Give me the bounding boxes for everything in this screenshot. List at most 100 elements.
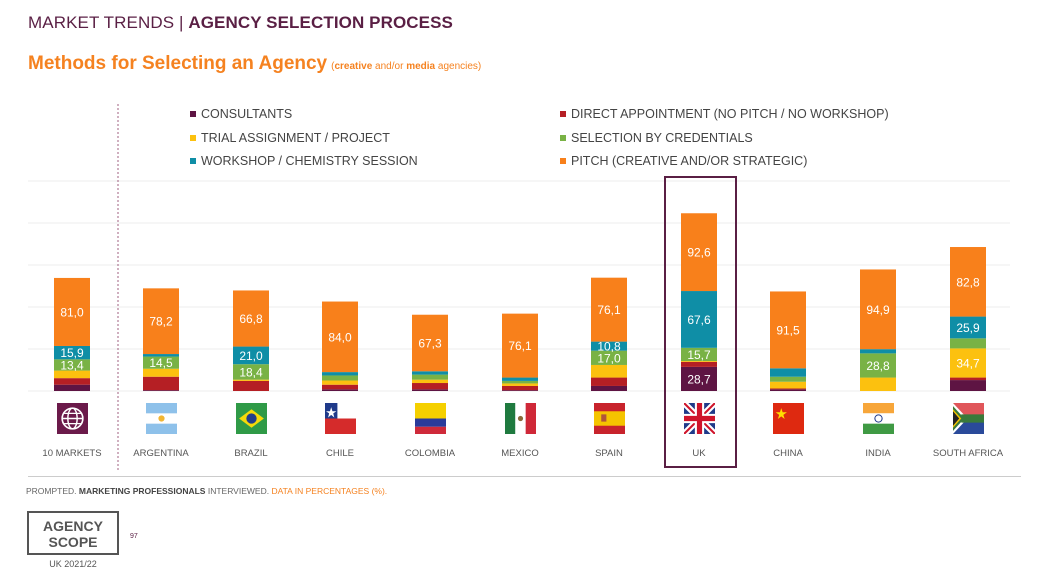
x-label: 10 MARKETS [42,448,102,459]
bar-segment-workshop [770,368,806,377]
subtitle-part: and/or [372,61,407,72]
x-label: UK [692,448,706,459]
bar-segment-credentials [143,356,179,369]
data-label: 67,3 [418,336,442,350]
x-label: MEXICO [501,448,539,459]
bar-segment-trial [233,379,269,381]
flag-argentina-icon [146,403,177,434]
legend-label: PITCH (CREATIVE AND/OR STRATEGIC) [571,154,808,168]
legend-item-pitch: PITCH (CREATIVE AND/OR STRATEGIC) [560,154,807,168]
bar-segment-trial [54,370,90,379]
flag-india-icon [863,403,894,434]
bar-segment-consultants [143,390,179,391]
bar-segment-trial [143,368,179,377]
bar-segment-consultants [502,390,538,391]
data-label: 67,6 [687,313,711,327]
legend-swatch [560,111,566,117]
legend-item-direct: DIRECT APPOINTMENT (NO PITCH / NO WORKSH… [560,107,889,121]
page-number: 97 [130,533,138,540]
x-label: CHINA [773,448,803,459]
bar-segment-pitch [860,269,896,350]
data-label: 28,8 [866,359,890,373]
logo-line: AGENCY [43,518,103,534]
bar-segment-credentials [502,380,538,384]
highlight-box-uk [664,176,737,468]
bar-segment-trial [322,380,358,385]
subtitle-part: creative [334,61,373,72]
footnote-part: PROMPTED. [26,486,79,496]
footnote: PROMPTED. MARKETING PROFESSIONALS INTERV… [26,486,387,496]
footnote-part: DATA IN PERCENTAGES (%). [271,486,388,496]
legend-label: TRIAL ASSIGNMENT / PROJECT [201,131,390,145]
data-label: 92,6 [687,246,711,260]
bar-segment-direct [591,377,627,386]
flag-spain-icon [594,403,625,434]
x-label: ARGENTINA [133,448,189,459]
flag-colombia-icon [415,403,446,434]
legend-swatch [190,135,196,141]
bar-segment-credentials [770,376,806,382]
legend-label: DIRECT APPOINTMENT (NO PITCH / NO WORKSH… [571,107,889,121]
bar-segment-workshop [502,377,538,381]
footnote-part: INTERVIEWED. [205,486,272,496]
page-header: MARKET TRENDS | AGENCY SELECTION PROCESS [28,13,453,33]
bar-segment-workshop [322,372,358,376]
bar-segment-direct [322,384,358,390]
header-separator: | [174,13,189,32]
bar-segment-direct [412,383,448,390]
data-label: 78,2 [149,315,173,329]
x-label: BRAZIL [234,448,268,459]
bar-segment-trial [681,361,717,362]
bar-segment-credentials [860,353,896,378]
bar-segment-pitch [54,277,90,346]
x-label: COLOMBIA [404,448,456,459]
data-label: 10,8 [597,340,621,354]
agency-scope-logo: AGENCY SCOPE [27,511,119,555]
bar-segment-pitch [322,301,358,373]
legend-swatch [190,111,196,117]
flag-brazil-icon [236,403,267,434]
logo-subtitle: UK 2021/22 [49,559,97,569]
bar-segment-direct [950,377,986,381]
bar-segment-workshop [54,345,90,360]
data-label: 76,1 [597,303,621,317]
legend-swatch [560,158,566,164]
bar-segment-trial [502,383,538,386]
flag-mexico-icon [505,403,536,434]
bar-segment-consultants [322,389,358,391]
legend-label: CONSULTANTS [201,107,293,121]
bar-segment-pitch [233,290,269,347]
bar-segment-trial [412,379,448,384]
bar-segment-pitch [502,313,538,378]
header-topic: AGENCY SELECTION PROCESS [188,13,454,32]
bar-segment-credentials [950,338,986,349]
bar-segment-credentials [233,364,269,380]
legend-item-consultants: CONSULTANTS [190,107,292,121]
bar-segment-workshop [950,316,986,339]
bar-segment-consultants [591,385,627,391]
header-section: MARKET TRENDS [28,13,175,32]
globe-icon [57,403,88,434]
logo-line: SCOPE [48,534,98,550]
bar-segment-pitch [143,288,179,355]
legend-item-workshop: WORKSHOP / CHEMISTRY SESSION [190,154,418,168]
chart-title-main: Methods for Selecting an Agency [28,53,328,74]
data-label: 34,7 [956,356,980,370]
bar-segment-consultants [950,380,986,391]
bar-segment-workshop [591,341,627,351]
bar-segment-workshop [860,349,896,354]
chart-subtitle: (creative and/or media agencies) [331,61,481,72]
bar-segment-direct [143,376,179,391]
data-label: 94,9 [866,303,890,317]
bar-segment-credentials [412,374,448,380]
bar-segment-credentials [591,350,627,365]
subtitle-part: media [406,61,436,72]
legend-swatch [560,135,566,141]
bar-segment-consultants [54,384,90,391]
bar-segment-trial [591,364,627,378]
data-label: 15,9 [60,346,84,360]
data-label: 14,5 [149,356,173,370]
bar-segment-direct [770,388,806,390]
x-label: SOUTH AFRICA [932,448,1004,459]
